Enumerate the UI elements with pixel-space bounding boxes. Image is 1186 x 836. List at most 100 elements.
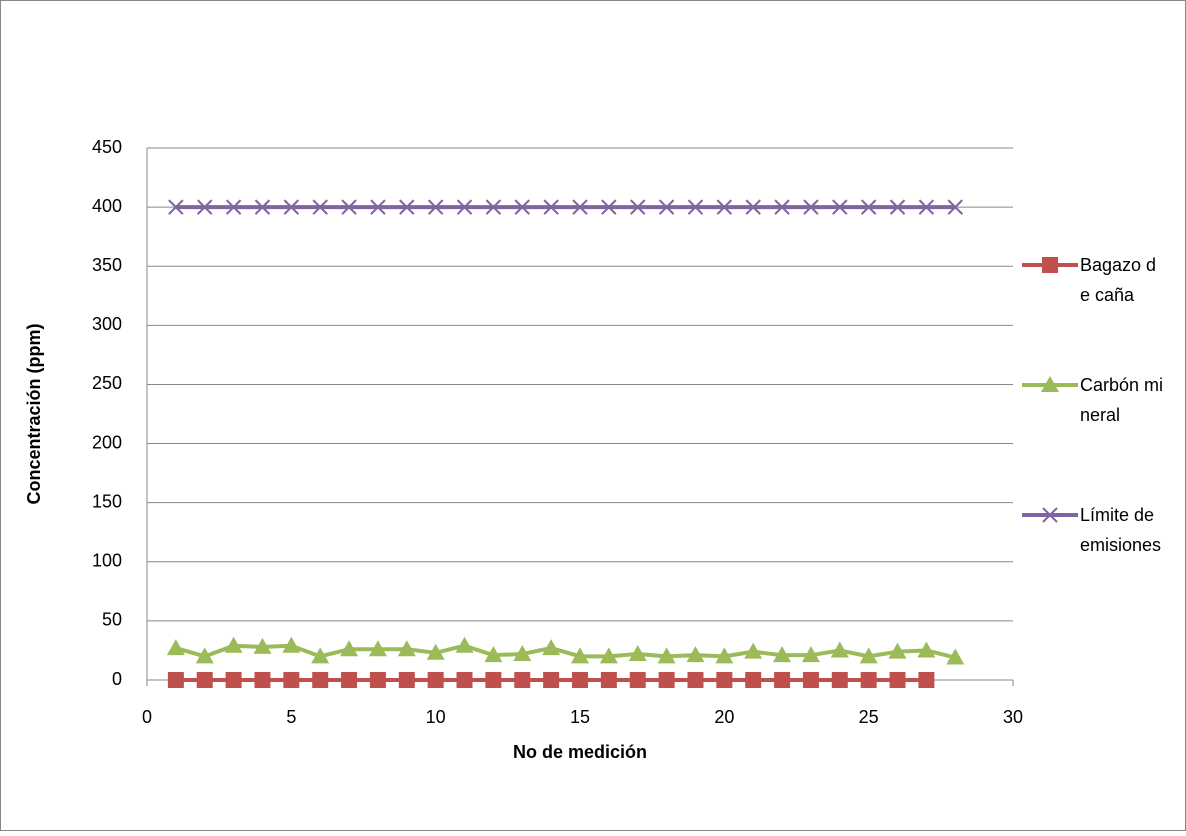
marker	[601, 199, 617, 215]
marker	[283, 672, 300, 688]
x-tick-label: 15	[570, 707, 590, 727]
marker	[658, 672, 675, 688]
marker	[745, 199, 761, 215]
y-axis-title: Concentración (ppm)	[24, 323, 44, 504]
marker	[1042, 507, 1058, 523]
marker	[224, 636, 243, 653]
marker	[774, 672, 791, 688]
legend-text: Carbón mineral	[1080, 375, 1164, 425]
y-tick-label: 400	[92, 196, 122, 216]
marker	[311, 647, 330, 664]
marker	[253, 637, 272, 654]
y-tick-label: 50	[102, 610, 122, 630]
marker	[543, 672, 560, 688]
series-line	[175, 643, 956, 660]
marker	[658, 199, 675, 215]
marker	[513, 644, 532, 661]
marker	[427, 672, 444, 688]
marker	[830, 641, 849, 658]
marker	[860, 199, 877, 215]
marker	[744, 642, 763, 659]
legend-label: Límite de emisiones	[1080, 505, 1162, 555]
y-tick-label: 300	[92, 314, 122, 334]
marker	[889, 199, 906, 215]
marker	[889, 672, 906, 688]
marker	[485, 199, 502, 215]
marker	[196, 672, 213, 688]
marker	[572, 672, 588, 688]
marker	[312, 672, 329, 688]
marker	[832, 199, 848, 215]
marker	[946, 648, 965, 665]
marker	[773, 646, 792, 663]
y-tick-label: 200	[92, 432, 122, 452]
marker	[427, 199, 444, 215]
marker	[485, 672, 502, 688]
marker	[687, 672, 704, 688]
marker	[370, 199, 386, 215]
marker	[802, 672, 819, 688]
marker	[398, 672, 415, 688]
marker	[484, 646, 503, 663]
y-tick-label: 100	[92, 551, 122, 571]
marker	[918, 199, 935, 215]
marker	[341, 672, 358, 688]
legend-label: Carbón mineral	[1080, 375, 1164, 425]
marker	[197, 199, 213, 215]
marker	[1042, 257, 1058, 273]
marker	[860, 672, 877, 688]
marker	[917, 641, 936, 658]
marker	[803, 199, 819, 215]
marker	[167, 672, 184, 688]
marker	[225, 672, 242, 688]
marker	[600, 672, 617, 688]
marker	[918, 672, 935, 688]
marker	[687, 199, 704, 215]
marker	[715, 647, 734, 664]
y-tick-label: 250	[92, 373, 122, 393]
marker	[166, 639, 185, 656]
y-tick-label: 0	[112, 669, 122, 689]
marker	[195, 647, 214, 664]
marker	[571, 647, 589, 664]
marker	[254, 672, 271, 688]
marker	[629, 672, 646, 688]
marker	[831, 672, 848, 688]
marker	[397, 640, 416, 657]
marker	[426, 643, 445, 660]
x-tick-label: 10	[426, 707, 446, 727]
marker	[456, 672, 473, 688]
x-tick-label: 30	[1003, 707, 1023, 727]
marker	[341, 199, 357, 215]
marker	[225, 199, 242, 215]
marker	[369, 672, 386, 688]
marker	[888, 642, 907, 659]
marker	[801, 646, 820, 663]
marker	[628, 644, 647, 661]
marker	[599, 647, 618, 664]
marker	[312, 199, 328, 215]
y-tick-label: 350	[92, 255, 122, 275]
legend-text: Límite de emisiones	[1080, 505, 1162, 555]
marker	[745, 672, 762, 688]
marker	[630, 199, 646, 215]
marker	[686, 646, 705, 663]
marker	[657, 647, 676, 664]
legend-label: Bagazo de caña	[1080, 255, 1156, 305]
marker	[399, 199, 415, 215]
marker	[456, 199, 473, 215]
marker	[543, 199, 559, 215]
x-tick-label: 25	[859, 707, 879, 727]
y-tick-label: 150	[92, 491, 122, 511]
marker	[859, 647, 878, 664]
x-tick-label: 5	[286, 707, 296, 727]
marker	[1041, 376, 1059, 392]
marker	[283, 199, 300, 215]
marker	[282, 636, 301, 653]
marker	[514, 199, 530, 215]
marker	[716, 672, 733, 688]
marker	[168, 199, 184, 215]
marker	[774, 199, 790, 215]
marker	[542, 639, 561, 656]
